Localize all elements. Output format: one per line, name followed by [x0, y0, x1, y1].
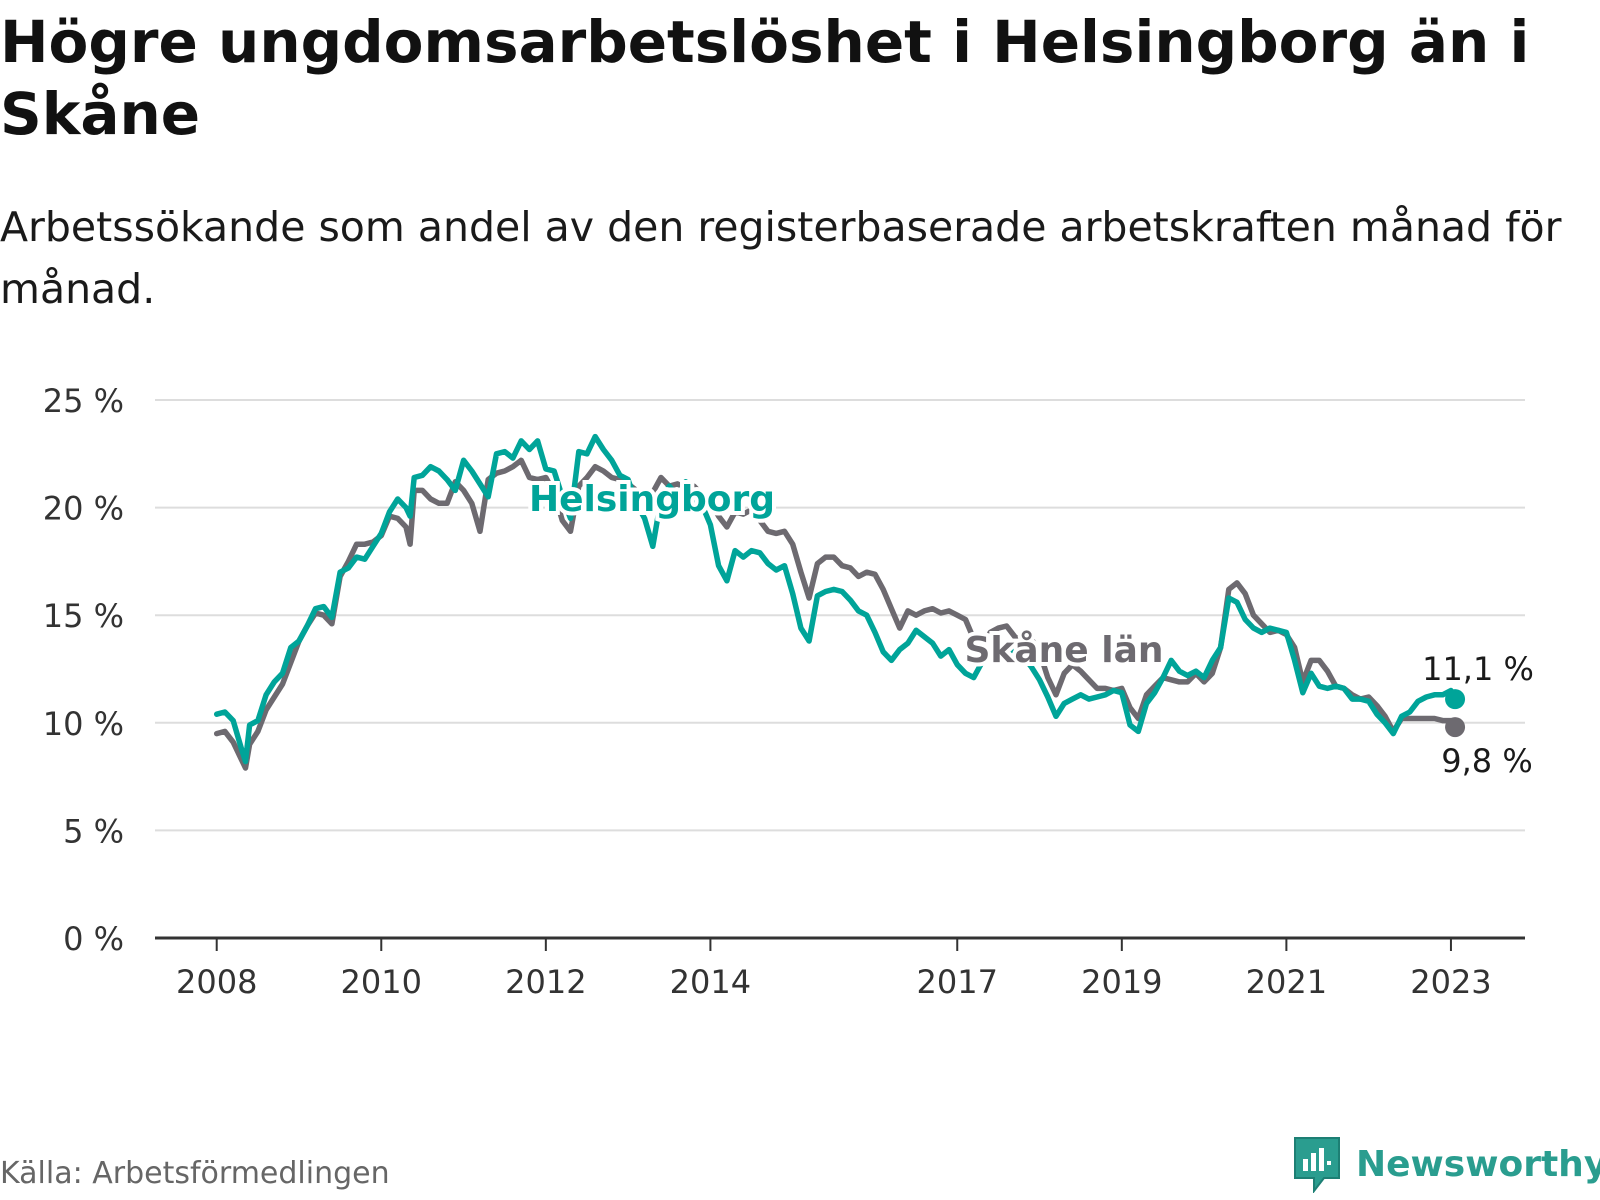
- chart-title: Högre ungdomsarbetslöshet i Helsingborg …: [0, 8, 1530, 148]
- x-tick-label: 2010: [341, 963, 422, 1001]
- grid-layer: 0 % 5 % 10 % 15 % 20 % 25 %: [43, 382, 1525, 958]
- y-tick-label: 25 %: [43, 382, 124, 420]
- x-tick-label: 2019: [1081, 963, 1162, 1001]
- y-tick-label: 0 %: [63, 920, 124, 958]
- newsworthy-logo-icon: [1294, 1137, 1340, 1193]
- label-layer: Helsingborg Skåne län 11,1 % 9,8 %: [525, 475, 1534, 780]
- end-value-helsingborg: 11,1 %: [1422, 650, 1534, 688]
- newsworthy-logo[interactable]: Newsworthy: [1292, 1136, 1600, 1193]
- y-tick-label: 10 %: [43, 705, 124, 743]
- y-tick-label: 15 %: [43, 597, 124, 635]
- source-note: Källa: Arbetsförmedlingen: [0, 1156, 390, 1191]
- series-label-skane: Skåne län: [964, 630, 1163, 671]
- x-tick-label: 2023: [1410, 963, 1491, 1001]
- y-tick-label: 5 %: [63, 812, 124, 850]
- series-endpoint-sk-ne-l-n: [1445, 717, 1466, 738]
- end-value-skane: 9,8 %: [1441, 742, 1532, 780]
- y-tick-label: 20 %: [43, 490, 124, 528]
- series-endpoint-helsingborg: [1445, 689, 1466, 710]
- chart-subtitle: Arbetssökande som andel av den registerb…: [0, 203, 1562, 313]
- x-tick-label: 2014: [670, 963, 751, 1001]
- series-line-helsingborg: [213, 433, 1458, 765]
- x-tick-label: 2021: [1246, 963, 1327, 1001]
- x-axis: 2008 2010 2012 2014 2017 2019 2021 2023: [155, 936, 1525, 1001]
- x-tick-label: 2008: [176, 963, 257, 1001]
- series-label-helsingborg: Helsingborg: [529, 479, 775, 520]
- newsworthy-logo-text: Newsworthy: [1356, 1143, 1600, 1185]
- x-tick-label: 2012: [505, 963, 586, 1001]
- series-layer: [213, 433, 1466, 771]
- x-tick-label: 2017: [917, 963, 998, 1001]
